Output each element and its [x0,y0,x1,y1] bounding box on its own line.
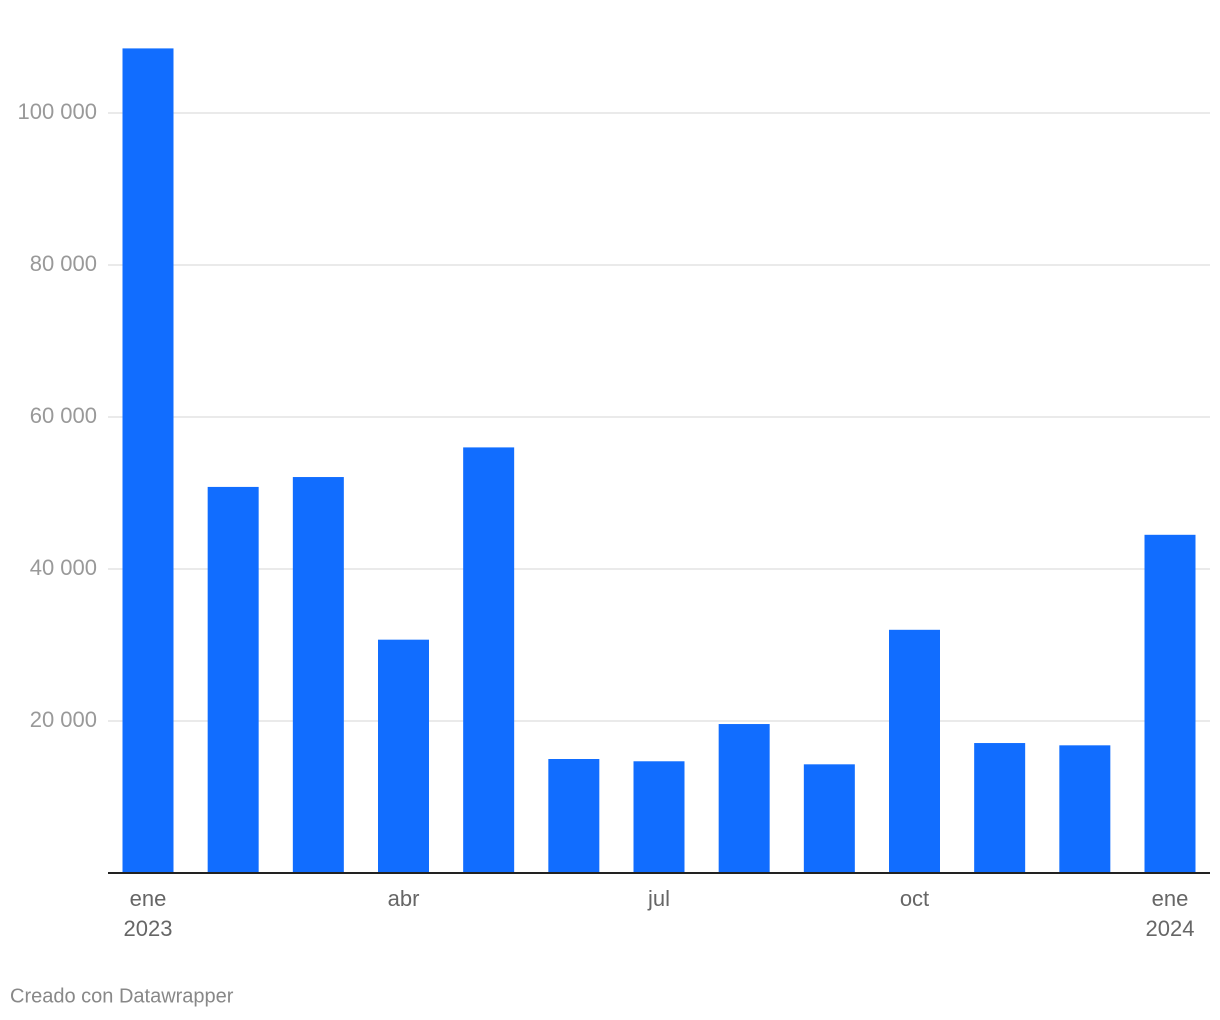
bar [548,759,600,873]
bar [1059,745,1111,873]
bar [803,764,855,873]
y-tick-label: 20 000 [30,707,97,732]
bar [292,477,344,873]
x-tick-label: abr [388,886,420,911]
x-tick-label: ene 2024 [1146,886,1195,941]
x-tick-label: jul [647,886,670,911]
bar [718,724,770,873]
y-tick-label: 80 000 [30,251,97,276]
bar [1144,534,1196,873]
bar [122,48,174,873]
bar [463,447,515,873]
y-tick-label: 100 000 [17,99,97,124]
bar [633,761,685,873]
footer: Creado con Datawrapper [10,985,234,1007]
x-tick-label: ene 2023 [124,886,173,941]
y-tick-label: 40 000 [30,555,97,580]
bar [889,629,940,873]
x-tick-label: oct [900,886,929,911]
bar [974,743,1026,873]
bar [378,639,429,873]
bar [207,486,259,873]
y-tick-label: 60 000 [30,403,97,428]
